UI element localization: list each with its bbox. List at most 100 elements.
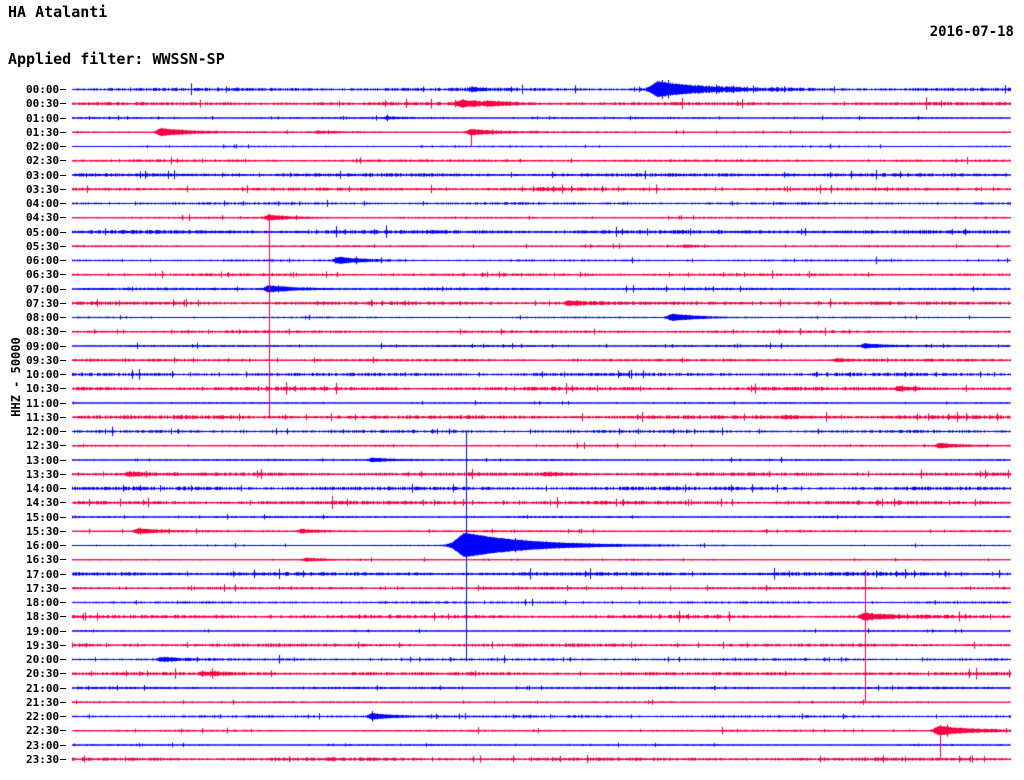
axis-tick [60,474,66,475]
axis-tick [60,303,66,304]
time-label-1230: 12:30 [26,439,60,453]
axis-tick [60,374,66,375]
time-label-0530: 05:30 [26,239,60,253]
axis-tick [60,246,66,247]
axis-tick [60,488,66,489]
axis-tick [60,574,66,575]
axis-tick [60,730,66,731]
time-label-0700: 07:00 [26,282,60,296]
time-label-1200: 12:00 [26,425,60,438]
time-label-1430: 14:30 [26,496,60,510]
time-label-0200: 02:00 [26,140,60,153]
time-label-1930: 19:30 [26,638,60,652]
axis-tick [60,588,66,589]
axis-tick [60,260,66,261]
axis-tick [60,118,66,119]
axis-tick [60,132,66,133]
axis-tick [60,460,66,461]
axis-tick [60,403,66,404]
time-label-1030: 10:30 [26,382,60,396]
axis-tick [60,531,66,532]
axis-tick [60,602,66,603]
axis-tick [60,745,66,746]
axis-tick [60,631,66,632]
time-label-2030: 20:30 [26,667,60,681]
record-date: 2016-07-18 [929,24,1014,40]
axis-tick [60,232,66,233]
axis-tick [60,146,66,147]
time-label-1600: 16:00 [26,539,60,552]
axis-tick [60,346,66,347]
time-label-1130: 11:30 [26,410,60,424]
time-label-0130: 01:30 [26,125,60,139]
helicorder-plot: 00:00 00:30 01:00 01:30 02:00 02:30 03:00 03:30… [0,80,1024,780]
time-label-0830: 08:30 [26,325,60,339]
time-label-0500: 05:00 [26,225,60,239]
time-label-1700: 17:00 [26,567,60,581]
time-label-1500: 15:00 [26,510,60,524]
axis-tick [60,502,66,503]
time-label-0600: 06:00 [26,254,60,267]
axis-tick [60,203,66,204]
time-label-0430: 04:30 [26,211,60,225]
axis-tick [60,217,66,218]
time-label-2330: 23:30 [26,752,60,766]
time-label-0000: 00:00 [26,83,60,96]
axis-tick [60,517,66,518]
time-label-2300: 23:00 [26,738,60,752]
time-label-1300: 13:00 [26,453,60,467]
time-label-0330: 03:30 [26,182,60,196]
axis-tick [60,417,66,418]
axis-tick [60,274,66,275]
time-label-1830: 18:30 [26,610,60,624]
time-label-0800: 08:00 [26,311,60,324]
time-label-1330: 13:30 [26,467,60,481]
axis-tick [60,388,66,389]
axis-tick [60,189,66,190]
time-label-1530: 15:30 [26,524,60,538]
time-label-0630: 06:30 [26,268,60,282]
axis-tick [60,759,66,760]
axis-tick [60,673,66,674]
applied-filter-label: Applied filter: WWSSN-SP [8,50,225,68]
axis-tick [60,317,66,318]
axis-tick [60,331,66,332]
time-label-1900: 19:00 [26,624,60,638]
time-label-0230: 02:30 [26,154,60,168]
time-label-0030: 00:30 [26,97,60,111]
time-label-0900: 09:00 [26,339,60,353]
time-label-1730: 17:30 [26,581,60,595]
time-label-0400: 04:00 [26,197,60,210]
axis-tick [60,103,66,104]
axis-tick [60,716,66,717]
time-label-0730: 07:30 [26,296,60,310]
axis-tick [60,702,66,703]
time-label-0100: 01:00 [26,111,60,125]
axis-tick [60,445,66,446]
time-label-2200: 22:00 [26,710,60,723]
axis-tick [60,688,66,689]
time-label-1630: 16:30 [26,553,60,567]
axis-tick [60,431,66,432]
time-label-2130: 21:30 [26,695,60,709]
seismic-trace-canvas [0,80,1024,780]
time-label-2230: 22:30 [26,724,60,738]
time-label-2000: 20:00 [26,653,60,666]
axis-tick [60,89,66,90]
time-label-0930: 09:30 [26,353,60,367]
axis-tick [60,360,66,361]
axis-tick [60,616,66,617]
time-label-0300: 03:00 [26,168,60,182]
time-label-1000: 10:00 [26,368,60,381]
axis-tick [60,289,66,290]
station-title: HA Atalanti [8,3,108,21]
time-label-2100: 21:00 [26,681,60,695]
axis-tick [60,659,66,660]
time-label-1800: 18:00 [26,596,60,609]
axis-tick [60,160,66,161]
axis-tick [60,645,66,646]
axis-tick [60,175,66,176]
axis-tick [60,545,66,546]
axis-tick [60,559,66,560]
